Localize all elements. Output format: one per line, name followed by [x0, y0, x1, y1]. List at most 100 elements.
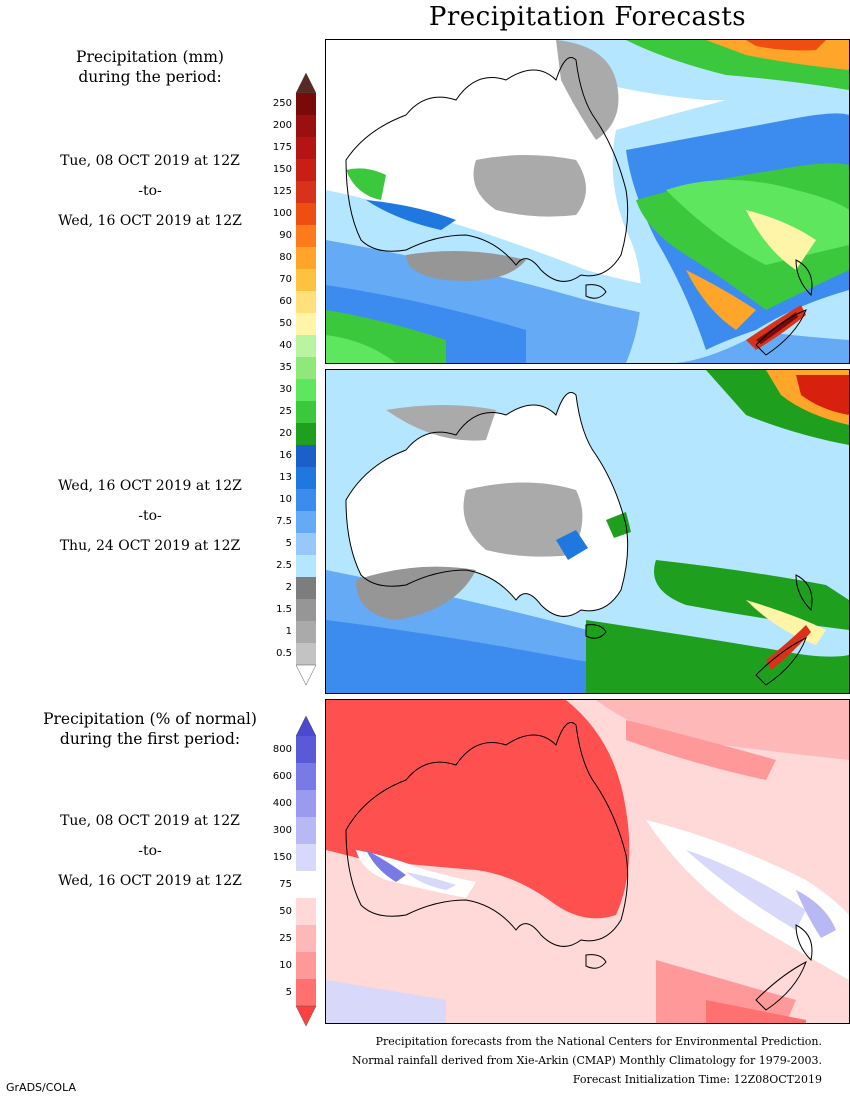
colorbar-top-cap [295, 72, 317, 94]
colorbar-swatch [296, 790, 316, 817]
colorbar-swatch [296, 93, 316, 115]
colorbar-tick-label: 1.5 [276, 604, 292, 615]
map-panel-period2 [325, 369, 850, 694]
colorbar-tick-label: 150 [272, 851, 292, 863]
colorbar-tick-label: 10 [279, 494, 292, 505]
precip-pct-colorbar [295, 715, 317, 1027]
colorbar-swatch [296, 844, 316, 871]
colorbar-tick-label: 70 [279, 274, 292, 285]
colorbar-tick-label: 30 [279, 384, 292, 395]
precip-mm-colorbar [295, 72, 317, 686]
footer-line3: Forecast Initialization Time: 12Z08OCT20… [572, 1073, 822, 1086]
colorbar-tick-label: 7.5 [276, 516, 292, 527]
colorbar-tick-label: 175 [272, 142, 292, 153]
page-title: Precipitation Forecasts [428, 2, 747, 32]
period1-to: -to- [138, 183, 162, 199]
colorbar-swatch [296, 599, 316, 621]
colorbar-swatch [296, 269, 316, 291]
colorbar-tick-label: 250 [272, 98, 292, 109]
colorbar-swatch [296, 401, 316, 423]
colorbar-swatch [296, 181, 316, 203]
colorbar-tick-label: 75 [279, 878, 292, 890]
map-panel-percent-normal [325, 699, 850, 1024]
colorbar-tick-label: 300 [272, 824, 292, 836]
colorbar-tick-label: 80 [279, 252, 292, 263]
colorbar-tick-label: 0.5 [276, 648, 292, 659]
precip-pct-heading-line1: Precipitation (% of normal) [43, 710, 257, 728]
period1-start: Tue, 08 OCT 2019 at 12Z [60, 153, 240, 169]
precip-mm-heading: Precipitation (mm) during the period: [0, 47, 300, 87]
footer-line2: Normal rainfall derived from Xie-Arkin (… [352, 1054, 822, 1067]
colorbar-tick-label: 60 [279, 296, 292, 307]
colorbar-tick-label: 25 [279, 932, 292, 944]
precip-pct-heading-line2: during the first period: [59, 730, 241, 748]
colorbar-swatch [296, 763, 316, 790]
colorbar-swatch [296, 445, 316, 467]
map-period1 [326, 40, 849, 363]
map-period2 [326, 370, 849, 693]
colorbar-tick-label: 600 [272, 770, 292, 782]
colorbar-tick-label: 35 [279, 362, 292, 373]
colorbar-swatch [296, 925, 316, 952]
colorbar-swatch [296, 736, 316, 763]
colorbar-swatch [296, 871, 316, 898]
colorbar-bottom-cap [295, 664, 317, 686]
colorbar-swatch [296, 379, 316, 401]
colorbar-tick-label: 1 [285, 626, 292, 637]
colorbar-swatch [296, 555, 316, 577]
colorbar-tick-label: 5 [285, 538, 292, 549]
colorbar-bottom-cap [295, 1005, 317, 1027]
colorbar-tick-label: 125 [272, 186, 292, 197]
cbar1-svg [295, 72, 317, 686]
colorbar-swatch [296, 247, 316, 269]
colorbar-swatch [296, 159, 316, 181]
colorbar-swatch [296, 489, 316, 511]
colorbar-tick-label: 10 [279, 959, 292, 971]
colorbar-tick-label: 5 [285, 986, 292, 998]
colorbar-swatch [296, 137, 316, 159]
precip-mm-heading-line2: during the period: [78, 68, 222, 86]
precip-mm-heading-line1: Precipitation (mm) [76, 48, 224, 66]
colorbar-swatch [296, 357, 316, 379]
colorbar-swatch [296, 979, 316, 1006]
period3-end: Wed, 16 OCT 2019 at 12Z [58, 873, 242, 889]
colorbar-tick-label: 50 [279, 905, 292, 917]
period1-end: Wed, 16 OCT 2019 at 12Z [58, 213, 242, 229]
colorbar-swatch [296, 898, 316, 925]
colorbar-tick-label: 2.5 [276, 560, 292, 571]
cbar2-svg [295, 715, 317, 1027]
colorbar-tick-label: 40 [279, 340, 292, 351]
colorbar-tick-label: 150 [272, 164, 292, 175]
colorbar-swatch [296, 577, 316, 599]
colorbar-top-cap [295, 715, 317, 737]
footer-notes: Precipitation forecasts from the Nationa… [352, 1032, 822, 1089]
colorbar-swatch [296, 533, 316, 555]
colorbar-swatch [296, 817, 316, 844]
colorbar-tick-label: 13 [279, 472, 292, 483]
colorbar-swatch [296, 291, 316, 313]
colorbar-tick-label: 25 [279, 406, 292, 417]
colorbar-tick-label: 400 [272, 797, 292, 809]
colorbar-tick-label: 90 [279, 230, 292, 241]
colorbar-swatch [296, 203, 316, 225]
colorbar-swatch [296, 467, 316, 489]
colorbar-swatch [296, 313, 316, 335]
map-panel-period1 [325, 39, 850, 364]
colorbar-tick-label: 20 [279, 428, 292, 439]
colorbar-swatch [296, 952, 316, 979]
precip-pct-heading: Precipitation (% of normal) during the f… [0, 709, 300, 749]
map-percent-normal [326, 700, 849, 1023]
period2-end: Thu, 24 OCT 2019 at 12Z [59, 538, 241, 554]
colorbar-swatch [296, 511, 316, 533]
colorbar-swatch [296, 115, 316, 137]
period2-start: Wed, 16 OCT 2019 at 12Z [58, 478, 242, 494]
period3-to: -to- [138, 843, 162, 859]
colorbar-tick-label: 16 [279, 450, 292, 461]
colorbar-tick-label: 800 [272, 743, 292, 755]
colorbar-swatch [296, 643, 316, 665]
colorbar-tick-label: 50 [279, 318, 292, 329]
colorbar-swatch [296, 335, 316, 357]
colorbar-tick-label: 100 [272, 208, 292, 219]
footer-line1: Precipitation forecasts from the Nationa… [375, 1035, 822, 1048]
grads-credit: GrADS/COLA [6, 1081, 76, 1094]
